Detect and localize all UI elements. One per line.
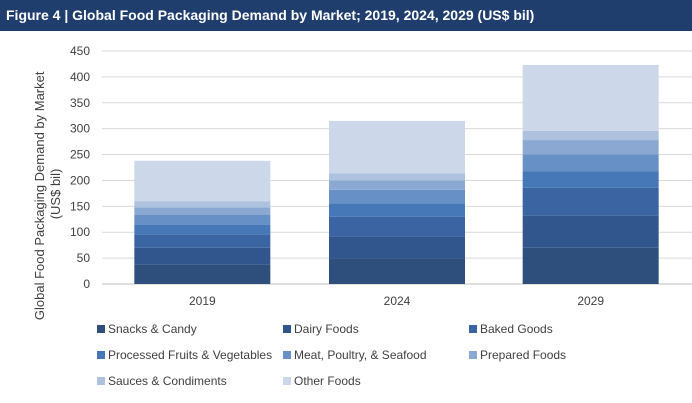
legend-label: Processed Fruits & Vegetables [108,348,272,362]
chart-title: Figure 4 | Global Food Packaging Demand … [0,0,692,31]
legend-label: Prepared Foods [480,348,566,362]
legend-swatch [97,325,105,333]
bar-segment [134,214,271,225]
legend-swatch [283,325,291,333]
bar-segment [134,160,271,202]
bars [134,64,659,284]
legend-swatch [283,351,291,359]
bar-segment [522,247,659,284]
bar-segment [329,180,465,190]
y-axis-ticks: 0 50 100 150 200 250 300 350 400 450 [70,44,90,291]
legend-label: Dairy Foods [294,322,359,336]
y-tick-label: 150 [70,199,90,213]
bar-segment [522,64,659,131]
legend-label: Baked Goods [480,322,553,336]
bar-segment [329,258,465,284]
y-tick-label: 200 [70,173,90,187]
legend-label: Snacks & Candy [108,322,197,336]
legend-label: Sauces & Condiments [108,374,227,388]
bar-segment [329,236,465,259]
legend-swatch [469,325,477,333]
bar-segment [522,171,659,188]
legend-label: Other Foods [294,374,361,388]
legend-swatch [97,351,105,359]
bar-segment [134,224,271,235]
bar-segment [329,120,465,174]
bar-segment [134,247,271,265]
bar-segment [134,264,271,284]
bar-segment [522,215,659,248]
legend-swatch [97,377,105,385]
legend: Snacks & Candy Dairy Foods Baked Goods Proc… [97,322,566,388]
bar-segment [522,154,659,172]
y-tick-label: 250 [70,148,90,162]
bar-segment [329,189,465,204]
bar-segment [329,173,465,181]
y-tick-label: 300 [70,122,90,136]
bar-segment [522,140,659,155]
x-tick-label: 2019 [189,294,216,308]
y-tick-label: 350 [70,96,90,110]
bar-segment [329,216,465,237]
y-tick-label: 50 [77,251,91,265]
stacked-bar-chart: 0 50 100 150 200 250 300 350 400 450 2019 2024 2029… [32,44,692,388]
y-tick-label: 0 [83,277,90,291]
y-tick-label: 450 [70,44,90,58]
y-tick-label: 400 [70,70,90,84]
legend-swatch [283,377,291,385]
legend-label: Meat, Poultry, & Seafood [294,348,427,362]
bar-segment [134,207,271,215]
bar-segment [522,187,659,216]
bar-segment [329,203,465,217]
bar-segment [134,201,271,208]
bar-segment [134,234,271,248]
x-tick-label: 2024 [384,294,411,308]
x-tick-label: 2029 [577,294,604,308]
x-axis-ticks: 2019 2024 2029 [189,294,604,308]
legend-swatch [469,351,477,359]
bar-segment [522,130,659,141]
y-tick-label: 100 [70,225,90,239]
y-axis-label: Global Food Packaging Demand by Market (… [32,68,63,320]
